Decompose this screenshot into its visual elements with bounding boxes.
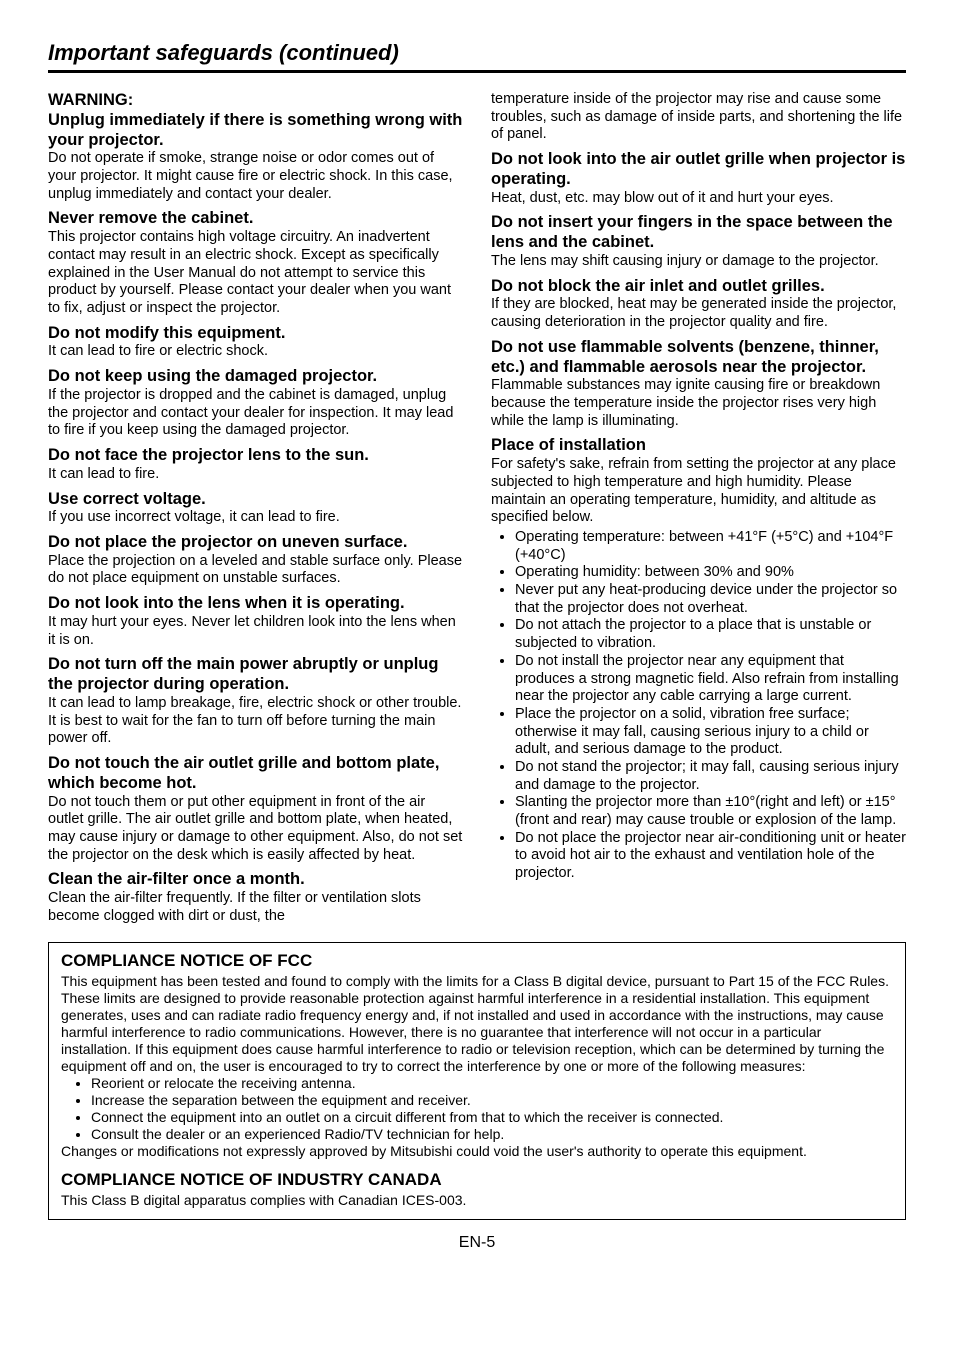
- section-heading: Do not turn off the main power abruptly …: [48, 655, 463, 695]
- list-item: Do not place the projector near air-cond…: [515, 830, 906, 883]
- list-item: Slanting the projector more than ±10°(ri…: [515, 794, 906, 829]
- section-body: It can lead to fire or electric shock.: [48, 343, 463, 361]
- fcc-bullets: Reorient or relocate the receiving anten…: [61, 1075, 893, 1143]
- list-item: Do not install the projector near any eq…: [515, 653, 906, 706]
- section-heading: Use correct voltage.: [48, 490, 463, 510]
- section-body: It can lead to lamp breakage, fire, elec…: [48, 695, 463, 748]
- fcc-body-after: Changes or modifications not expressly a…: [61, 1143, 893, 1160]
- section-heading: Place of installation: [491, 436, 906, 456]
- section-body: If they are blocked, heat may be generat…: [491, 296, 906, 331]
- list-item: Do not attach the projector to a place t…: [515, 617, 906, 652]
- list-item: Increase the separation between the equi…: [91, 1092, 893, 1109]
- section-heading: Do not touch the air outlet grille and b…: [48, 754, 463, 794]
- section-heading: Unplug immediately if there is something…: [48, 111, 463, 151]
- section-heading: Do not use flammable solvents (benzene, …: [491, 338, 906, 378]
- list-item: Consult the dealer or an experienced Rad…: [91, 1126, 893, 1143]
- left-column: WARNING: Unplug immediately if there is …: [48, 91, 463, 928]
- list-item: Reorient or relocate the receiving anten…: [91, 1075, 893, 1092]
- page-number: EN-5: [48, 1234, 906, 1252]
- section-heading: Do not look into the lens when it is ope…: [48, 594, 463, 614]
- section-body: If you use incorrect voltage, it can lea…: [48, 509, 463, 527]
- section-heading: Do not modify this equipment.: [48, 324, 463, 344]
- section-heading: Do not block the air inlet and outlet gr…: [491, 277, 906, 297]
- section-heading: Do not keep using the damaged projector.: [48, 367, 463, 387]
- right-column: temperature inside of the projector may …: [491, 91, 906, 928]
- section-body: Flammable substances may ignite causing …: [491, 377, 906, 430]
- section-heading: Do not look into the air outlet grille w…: [491, 150, 906, 190]
- section-heading: Do not insert your fingers in the space …: [491, 213, 906, 253]
- two-column-layout: WARNING: Unplug immediately if there is …: [48, 91, 906, 928]
- section-heading: Clean the air-filter once a month.: [48, 870, 463, 890]
- section-body: Clean the air-filter frequently. If the …: [48, 890, 463, 925]
- section-body: This projector contains high voltage cir…: [48, 229, 463, 317]
- page-title: Important safeguards (continued): [48, 40, 906, 73]
- list-item: Operating temperature: between +41°F (+5…: [515, 529, 906, 564]
- list-item: Do not stand the projector; it may fall,…: [515, 759, 906, 794]
- section-heading: Do not place the projector on uneven sur…: [48, 533, 463, 553]
- canada-heading: COMPLIANCE NOTICE OF INDUSTRY CANADA: [61, 1170, 893, 1190]
- fcc-heading: COMPLIANCE NOTICE OF FCC: [61, 951, 893, 971]
- section-body: Place the projection on a leveled and st…: [48, 553, 463, 588]
- section-body: Do not touch them or put other equipment…: [48, 794, 463, 865]
- section-body: It can lead to fire.: [48, 466, 463, 484]
- fcc-body: This equipment has been tested and found…: [61, 973, 893, 1075]
- section-body-continuation: temperature inside of the projector may …: [491, 91, 906, 144]
- installation-bullets: Operating temperature: between +41°F (+5…: [491, 529, 906, 883]
- list-item: Place the projector on a solid, vibratio…: [515, 706, 906, 759]
- list-item: Connect the equipment into an outlet on …: [91, 1109, 893, 1126]
- list-item: Operating humidity: between 30% and 90%: [515, 564, 906, 582]
- warning-label: WARNING:: [48, 91, 463, 111]
- section-heading: Never remove the cabinet.: [48, 209, 463, 229]
- canada-body: This Class B digital apparatus complies …: [61, 1192, 893, 1209]
- section-body: The lens may shift causing injury or dam…: [491, 253, 906, 271]
- section-body: Heat, dust, etc. may blow out of it and …: [491, 190, 906, 208]
- section-body: For safety's sake, refrain from setting …: [491, 456, 906, 527]
- section-heading: Do not face the projector lens to the su…: [48, 446, 463, 466]
- section-body: If the projector is dropped and the cabi…: [48, 387, 463, 440]
- compliance-box: COMPLIANCE NOTICE OF FCC This equipment …: [48, 942, 906, 1221]
- section-body: It may hurt your eyes. Never let childre…: [48, 614, 463, 649]
- section-body: Do not operate if smoke, strange noise o…: [48, 150, 463, 203]
- list-item: Never put any heat-producing device unde…: [515, 582, 906, 617]
